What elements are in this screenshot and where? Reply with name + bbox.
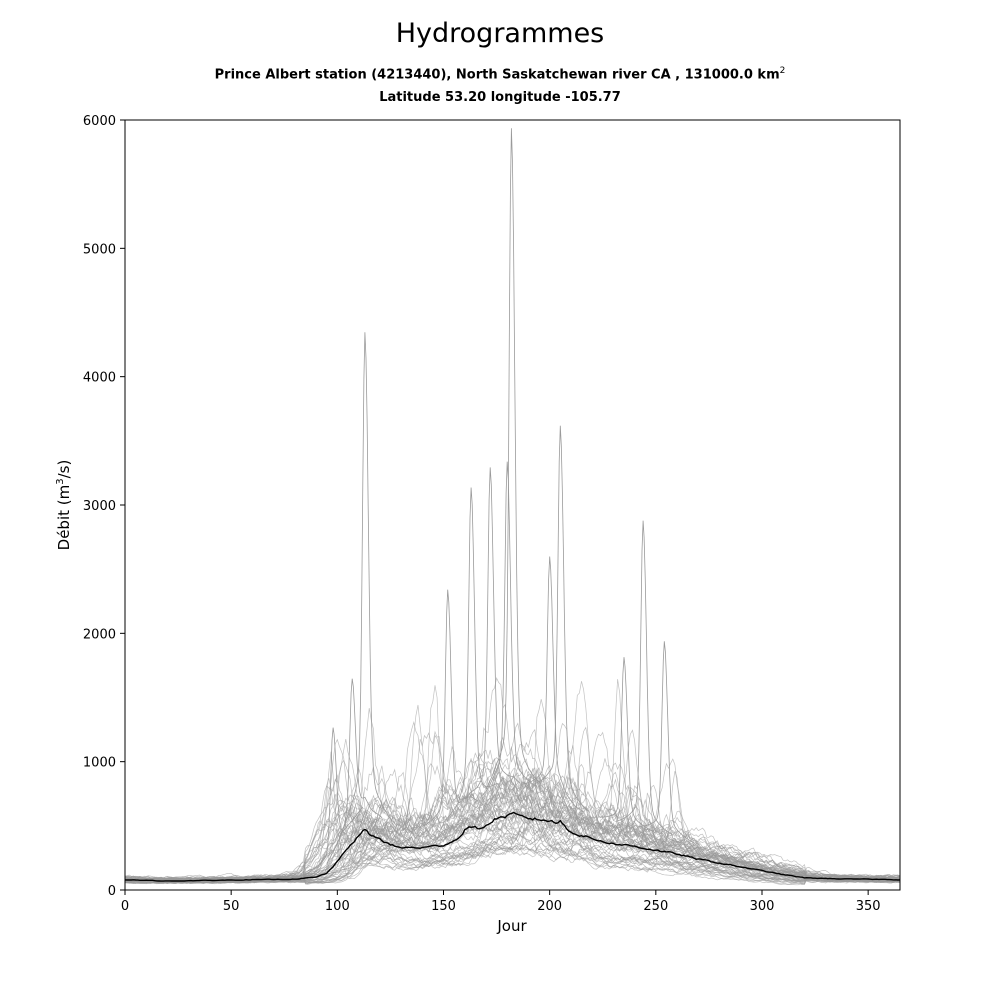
- y-axis-label: Débit (m3/s): [55, 460, 73, 551]
- peak-hydrograph-line: [524, 556, 580, 810]
- y-tick-label: 3000: [83, 499, 116, 514]
- subtitle-area-exponent: 2: [779, 66, 786, 76]
- y-axis-label-prefix: Débit (m: [55, 485, 73, 551]
- y-tick-label: 2000: [83, 627, 116, 642]
- x-axis-ticks: 0 50 100 150 200 250 300 350: [121, 890, 881, 914]
- y-axis-label-suffix: /s): [55, 460, 73, 479]
- peak-hydrograph-line: [485, 128, 542, 790]
- x-tick-label: 150: [431, 899, 456, 914]
- x-tick-label: 350: [856, 899, 881, 914]
- peak-hydrograph-line: [598, 657, 654, 832]
- x-tick-label: 100: [325, 899, 350, 914]
- year-hydrograph-line: [124, 738, 901, 881]
- y-tick-label: 6000: [83, 114, 116, 129]
- x-tick-label: 250: [643, 899, 668, 914]
- y-tick-label: 4000: [83, 371, 116, 386]
- chart-subtitle-coordinates: Latitude 53.20 longitude -105.77: [379, 90, 621, 105]
- y-tick-label: 0: [108, 884, 116, 899]
- y-axis-label-exponent: 3: [55, 478, 66, 484]
- peak-hydrograph-line: [339, 332, 395, 839]
- plot-frame: [124, 119, 901, 891]
- x-tick-label: 300: [750, 899, 775, 914]
- peak-hydrograph-line: [464, 467, 521, 800]
- year-hydrograph-line: [124, 794, 901, 884]
- peak-hydrograph-line: [326, 678, 383, 864]
- peak-hydrograph-line: [445, 487, 501, 821]
- chart-title: Hydrogrammes: [395, 18, 605, 49]
- year-hydrograph-line: [125, 739, 901, 884]
- year-hydrograph-line: [124, 722, 901, 884]
- year-hydrograph-line: [124, 708, 901, 883]
- y-axis-ticks: 0 1000 2000 3000 4000 5000 6000: [83, 114, 125, 899]
- y-tick-label: 1000: [83, 756, 116, 771]
- peak-hydrograph-line: [617, 520, 673, 836]
- peak-hydrograph-line: [638, 641, 695, 844]
- x-tick-label: 50: [223, 899, 240, 914]
- peak-hydrograph-line: [481, 461, 538, 797]
- peak-hydrograph-line: [534, 425, 591, 813]
- subtitle-station-text: Prince Albert station (4213440), North S…: [214, 67, 780, 83]
- peak-hydrograph-line: [307, 727, 364, 872]
- year-hydrograph-line: [124, 765, 901, 881]
- year-hydrograph-line: [124, 833, 901, 885]
- year-hydrograph-line: [124, 677, 901, 881]
- x-axis-label: Jour: [496, 917, 527, 935]
- x-tick-label: 200: [537, 899, 562, 914]
- chart-subtitle-station: Prince Albert station (4213440), North S…: [0, 66, 1000, 82]
- peak-hydrograph-line: [422, 589, 478, 827]
- year-hydrograph-line: [124, 722, 901, 883]
- mean-hydrograph-line: [124, 811, 901, 882]
- x-tick-label: 0: [121, 899, 129, 914]
- yearly-hydrographs: [124, 128, 901, 886]
- y-tick-label: 5000: [83, 242, 116, 257]
- mean-hydrograph: [124, 811, 901, 882]
